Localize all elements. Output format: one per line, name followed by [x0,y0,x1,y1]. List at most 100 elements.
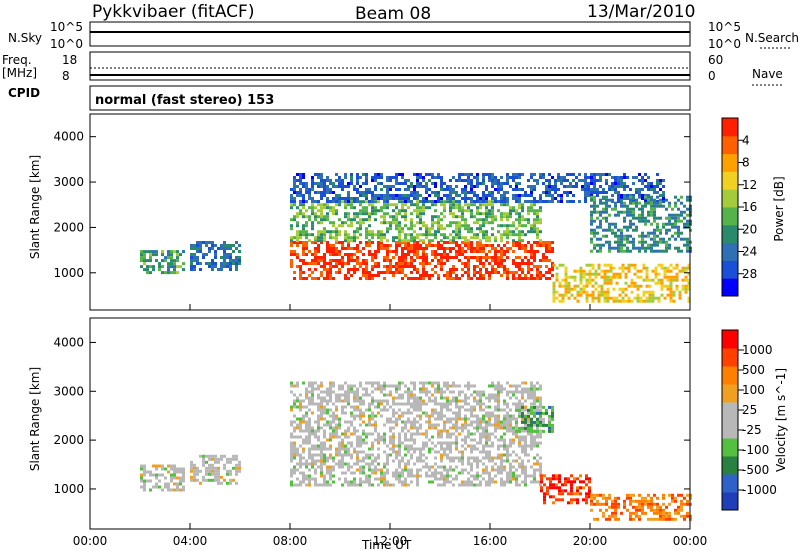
data-cell [608,225,611,229]
data-cell [347,247,350,250]
data-cell [356,462,359,466]
data-cell [686,249,689,253]
data-cell [434,230,437,234]
data-cell [329,396,332,400]
data-cell [392,411,395,415]
data-cell [573,278,577,282]
data-cell [308,233,311,237]
data-cell [296,215,299,219]
data-cell [614,179,617,182]
data-cell [575,176,578,179]
data-cell [353,212,356,216]
data-cell [521,209,524,213]
data-cell [226,481,229,485]
data-cell [356,405,359,409]
data-cell [476,429,479,433]
data-cell [660,284,664,288]
data-cell [485,259,488,262]
data-cell [533,408,536,412]
data-cell [229,265,232,268]
data-cell [161,265,164,269]
data-cell [359,414,362,418]
data-cell [314,483,317,487]
data-cell [686,243,689,247]
data-cell [395,194,398,197]
data-cell [656,228,659,232]
data-cell [416,471,419,475]
data-cell [443,253,446,256]
data-cell [539,435,542,439]
data-cell [416,206,419,210]
data-cell [422,277,425,280]
data-cell [494,271,497,274]
data-cell [341,405,344,409]
data-cell [371,253,374,256]
data-cell [356,390,359,394]
data-cell [497,256,500,259]
data-cell [479,259,482,262]
data-cell [434,408,437,412]
data-cell [422,432,425,436]
data-cell [488,179,491,182]
data-cell [596,237,599,241]
data-cell [173,476,176,480]
data-cell [362,429,365,433]
data-cell [389,188,392,191]
data-cell [485,218,488,222]
data-cell [386,185,389,188]
data-cell [470,209,473,213]
data-cell [590,194,593,197]
data-cell [305,411,308,415]
data-cell [560,179,563,182]
data-cell [329,387,332,391]
data-cell [582,284,586,288]
data-cell [558,284,562,288]
data-cell [605,182,608,185]
data-cell [527,179,530,182]
data-cell [626,249,629,253]
data-cell [539,441,542,445]
data-cell [476,459,479,463]
data-cell [371,381,374,385]
data-cell [656,240,659,244]
data-cell [536,230,539,234]
data-cell [362,253,365,256]
data-cell [422,399,425,403]
data-cell [491,212,494,216]
data-cell [416,212,419,216]
data-cell [485,471,488,475]
data-cell [602,493,605,497]
data-cell [401,483,404,487]
data-cell [199,262,202,265]
data-cell [515,209,518,213]
data-cell [621,296,625,300]
data-cell [392,414,395,418]
data-cell [356,250,359,253]
data-cell [605,502,608,506]
data-cell [449,212,452,216]
data-cell [449,444,452,448]
data-cell [323,453,326,457]
data-cell [582,486,585,490]
data-cell [368,462,371,466]
data-cell [404,244,407,247]
data-cell [518,212,521,216]
data-cell [506,411,509,415]
data-cell [383,259,386,262]
data-cell [305,277,308,280]
data-cell [344,173,347,176]
data-cell [476,477,479,481]
data-cell [404,262,407,265]
data-cell [521,459,524,463]
data-cell [599,237,602,241]
data-cell [653,234,656,238]
data-cell [564,272,568,276]
data-cell [614,222,617,226]
data-cell [623,188,626,191]
data-cell [449,408,452,412]
data-cell [220,256,223,259]
data-cell [590,219,593,223]
data-cell [407,188,410,191]
data-cell [332,182,335,185]
data-cell [464,402,467,406]
